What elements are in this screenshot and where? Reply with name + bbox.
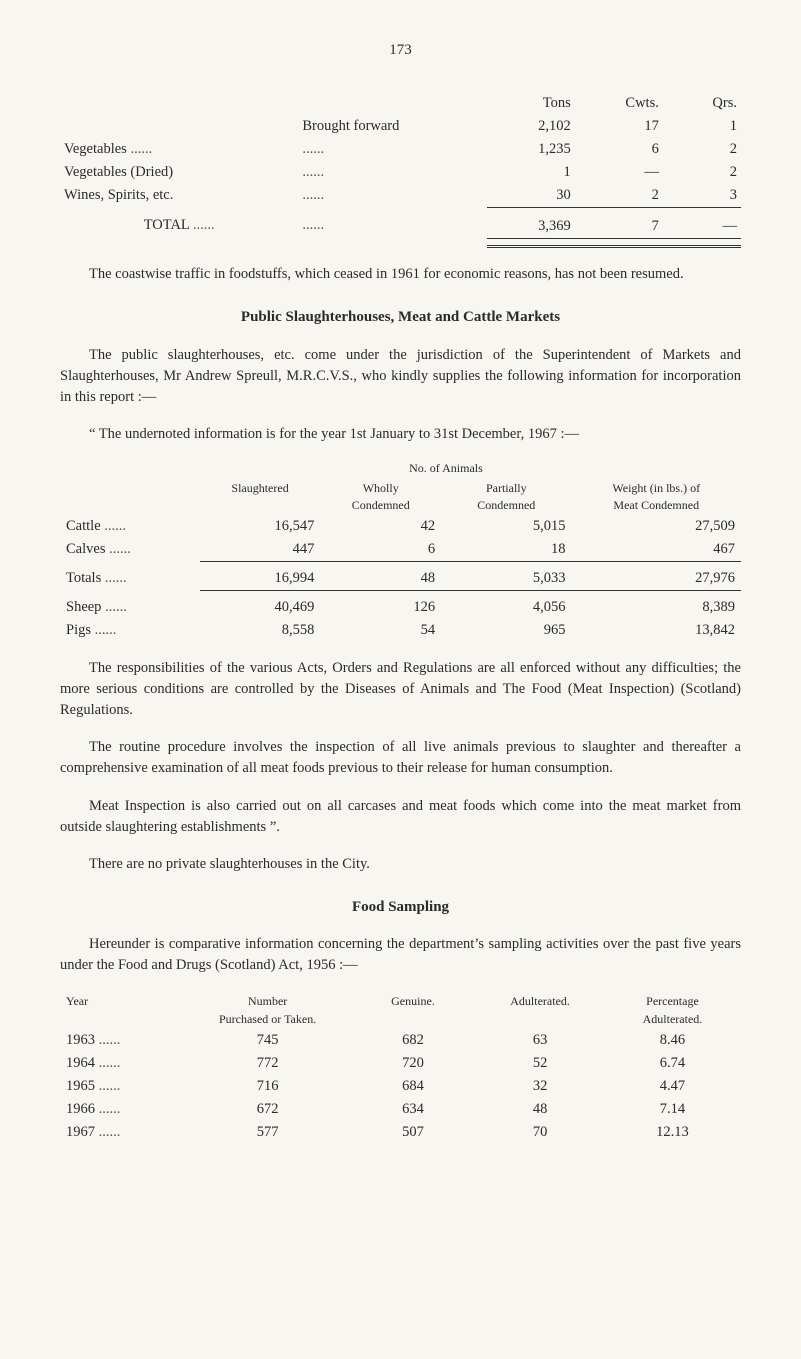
col-header: Weight (in lbs.) ofMeat Condemned: [572, 479, 741, 516]
col-header-cwts: Cwts.: [575, 92, 663, 115]
brought-forward-label: Brought forward: [298, 115, 486, 138]
total-tons: 3,369: [487, 207, 575, 238]
row-label: Sheep: [66, 599, 127, 615]
slaughter-table: No. of Animals Slaughtered WhollyCondemn…: [60, 459, 741, 642]
total-label: TOTAL: [144, 217, 190, 233]
cell: 8,389: [572, 591, 741, 620]
brought-forward-table: Tons Cwts. Qrs. Brought forward 2,102 17…: [60, 92, 741, 248]
total-qrs: —: [663, 207, 741, 238]
total-cell: 27,976: [572, 562, 741, 591]
cell: 63: [476, 1029, 604, 1052]
cell: 2: [575, 184, 663, 208]
paragraph: The routine procedure involves the inspe…: [60, 737, 741, 779]
cell: 467: [572, 538, 741, 562]
year: 1963: [66, 1032, 120, 1048]
col-header: PartiallyCondemned: [441, 479, 571, 516]
total-cwts: 7: [575, 207, 663, 238]
cell: 577: [186, 1121, 350, 1144]
cell: 8,558: [200, 619, 321, 642]
paragraph: The coastwise traffic in foodstuffs, whi…: [60, 264, 741, 285]
cell: 716: [186, 1075, 350, 1098]
cell: 48: [476, 1098, 604, 1121]
cell: 2: [663, 161, 741, 184]
section-heading: Public Slaughterhouses, Meat and Cattle …: [60, 307, 741, 329]
cell: 30: [487, 184, 575, 208]
paragraph: There are no private slaughterhouses in …: [60, 854, 741, 875]
total-cell: 5,033: [441, 562, 571, 591]
cell: 1,235: [487, 138, 575, 161]
year: 1965: [66, 1078, 120, 1094]
cell: 4,056: [441, 591, 571, 620]
cell: 17: [575, 115, 663, 138]
document-page: 173 Tons Cwts. Qrs. Brought forward 2,10…: [0, 0, 801, 1204]
cell: 6: [575, 138, 663, 161]
super-header: No. of Animals: [320, 459, 571, 478]
totals-label: Totals: [66, 570, 127, 586]
cell: 40,469: [200, 591, 321, 620]
cell: 6: [320, 538, 441, 562]
cell: 126: [320, 591, 441, 620]
total-cell: 48: [320, 562, 441, 591]
cell: 16,547: [200, 515, 321, 538]
cell: 672: [186, 1098, 350, 1121]
total-cell: 16,994: [200, 562, 321, 591]
cell: 745: [186, 1029, 350, 1052]
row-label: Pigs: [66, 622, 116, 638]
cell: 965: [441, 619, 571, 642]
cell: 7.14: [604, 1098, 741, 1121]
col-header: NumberPurchased or Taken.: [186, 992, 350, 1029]
section-heading: Food Sampling: [60, 897, 741, 919]
paragraph: The responsibilities of the various Acts…: [60, 658, 741, 721]
cell: 684: [350, 1075, 477, 1098]
cell: 1: [663, 115, 741, 138]
cell: —: [575, 161, 663, 184]
cell: 8.46: [604, 1029, 741, 1052]
cell: 6.74: [604, 1052, 741, 1075]
row-label: Calves: [66, 541, 131, 557]
year: 1966: [66, 1101, 120, 1117]
cell: 54: [320, 619, 441, 642]
row-label: Wines, Spirits, etc.: [64, 187, 173, 203]
cell: 772: [186, 1052, 350, 1075]
col-header: Slaughtered: [200, 479, 321, 516]
cell: 32: [476, 1075, 604, 1098]
cell: 2: [663, 138, 741, 161]
cell: 682: [350, 1029, 477, 1052]
col-header: WhollyCondemned: [320, 479, 441, 516]
cell: 507: [350, 1121, 477, 1144]
cell: 3: [663, 184, 741, 208]
year: 1967: [66, 1124, 120, 1140]
cell: 42: [320, 515, 441, 538]
cell: 2,102: [487, 115, 575, 138]
row-label: Cattle: [66, 518, 126, 534]
col-header-tons: Tons: [487, 92, 575, 115]
col-header: Adulterated.: [476, 992, 604, 1029]
cell: 1: [487, 161, 575, 184]
cell: 18: [441, 538, 571, 562]
cell: 13,842: [572, 619, 741, 642]
year: 1964: [66, 1055, 120, 1071]
col-header: PercentageAdulterated.: [604, 992, 741, 1029]
cell: 5,015: [441, 515, 571, 538]
cell: 70: [476, 1121, 604, 1144]
col-header-qrs: Qrs.: [663, 92, 741, 115]
paragraph: Meat Inspection is also carried out on a…: [60, 796, 741, 838]
cell: 4.47: [604, 1075, 741, 1098]
cell: 447: [200, 538, 321, 562]
col-header: Genuine.: [350, 992, 477, 1029]
page-number: 173: [60, 40, 741, 62]
sampling-table: Year NumberPurchased or Taken. Genuine. …: [60, 992, 741, 1144]
row-label: Vegetables: [64, 141, 152, 157]
cell: 27,509: [572, 515, 741, 538]
cell: 720: [350, 1052, 477, 1075]
quote-intro: “ The undernoted information is for the …: [60, 424, 741, 445]
cell: 12.13: [604, 1121, 741, 1144]
paragraph: The public slaughterhouses, etc. come un…: [60, 345, 741, 408]
cell: 634: [350, 1098, 477, 1121]
col-header: Year: [60, 992, 186, 1029]
row-label: Vegetables (Dried): [64, 164, 173, 180]
paragraph: Hereunder is comparative information con…: [60, 934, 741, 976]
cell: 52: [476, 1052, 604, 1075]
